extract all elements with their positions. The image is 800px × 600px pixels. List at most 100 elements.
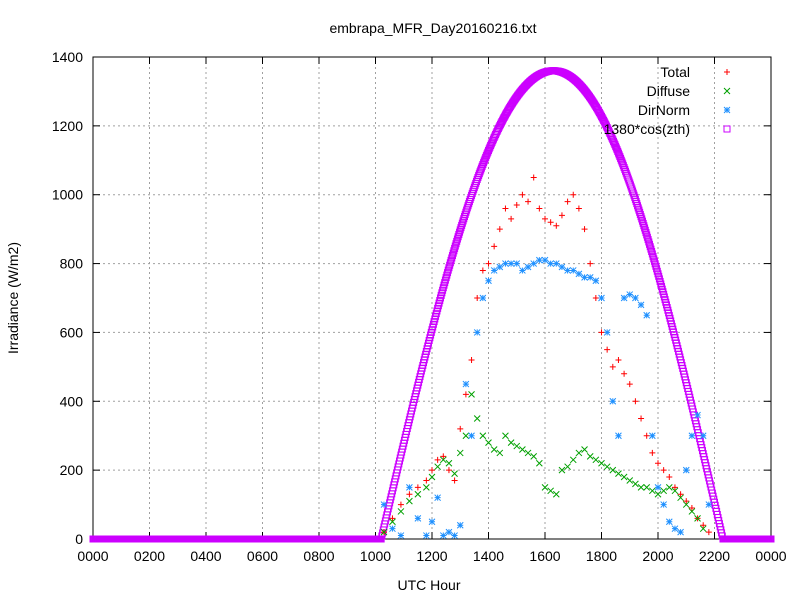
curve-point xyxy=(614,149,622,157)
data-point-cross xyxy=(428,473,436,481)
data-point-plus xyxy=(700,522,707,529)
data-point-plus xyxy=(519,191,526,198)
curve-point xyxy=(635,206,643,214)
data-point-star xyxy=(541,256,549,264)
legend-marker xyxy=(723,125,731,133)
data-point-star xyxy=(705,501,713,508)
curve-point xyxy=(478,162,486,170)
data-point-star xyxy=(558,263,566,271)
data-points xyxy=(89,67,775,543)
data-point-cross xyxy=(620,473,628,481)
data-point-plus xyxy=(451,477,458,484)
curve-point xyxy=(637,213,645,221)
data-point-plus xyxy=(468,356,475,363)
data-point-cross xyxy=(569,456,577,464)
curve-point xyxy=(452,240,460,248)
x-tick-label: 0600 xyxy=(247,548,278,564)
data-point-cross xyxy=(671,487,679,495)
data-point-plus xyxy=(423,477,430,484)
curve-point xyxy=(617,156,625,164)
data-point-cross xyxy=(654,490,662,498)
data-point-cross xyxy=(581,446,588,453)
x-tick-label: 0000 xyxy=(77,548,108,564)
x-tick-label: 1400 xyxy=(473,548,504,564)
data-point-cross xyxy=(586,453,594,460)
curve-point xyxy=(451,242,459,250)
data-point-star xyxy=(688,432,696,440)
data-point-plus xyxy=(609,363,616,370)
curve-point xyxy=(455,230,463,238)
data-point-cross xyxy=(592,456,600,464)
data-point-cross xyxy=(479,432,487,440)
curve-point xyxy=(634,202,642,210)
legend-marker xyxy=(723,106,731,114)
data-point-star xyxy=(581,273,588,281)
curve-point xyxy=(447,256,455,264)
data-point-star xyxy=(694,411,701,419)
data-point-plus xyxy=(479,267,486,274)
data-point-cross xyxy=(490,446,498,453)
y-tick-label: 1400 xyxy=(52,49,83,65)
curve-point xyxy=(451,244,459,252)
data-point-plus xyxy=(536,205,543,212)
curve-point xyxy=(641,224,649,232)
data-point-plus xyxy=(474,295,481,301)
curve-point xyxy=(647,245,655,253)
legend-marker xyxy=(724,69,730,75)
data-point-plus xyxy=(604,346,611,353)
x-tick-label: 2000 xyxy=(642,548,673,564)
data-point-star xyxy=(524,263,532,271)
curve-point xyxy=(445,264,453,272)
data-point-cross xyxy=(507,439,515,446)
data-point-plus xyxy=(677,491,684,498)
data-point-cross xyxy=(535,459,543,467)
data-point-star xyxy=(519,267,526,274)
curve-point xyxy=(646,243,654,251)
data-point-cross xyxy=(632,480,639,488)
data-point-cross xyxy=(434,463,442,471)
data-point-plus xyxy=(632,398,639,405)
data-point-cross xyxy=(643,484,651,491)
data-point-star xyxy=(609,397,617,405)
data-point-cross xyxy=(502,432,509,440)
curve-point xyxy=(638,215,646,223)
data-point-plus xyxy=(570,191,577,198)
data-point-star xyxy=(552,260,560,267)
data-point-plus xyxy=(491,243,498,250)
data-point-cross xyxy=(609,466,617,474)
curve-point xyxy=(444,266,452,274)
data-point-cross xyxy=(688,508,696,515)
data-point-star xyxy=(473,329,481,336)
data-point-cross xyxy=(473,415,481,422)
x-tick-label: 0000 xyxy=(755,548,786,564)
data-point-star xyxy=(598,294,605,302)
curve-point xyxy=(652,262,660,270)
data-point-star xyxy=(615,432,622,440)
x-tick-label: 0400 xyxy=(190,548,221,564)
curve-point xyxy=(645,238,653,246)
data-point-cross xyxy=(637,484,645,491)
data-point-star xyxy=(485,277,492,285)
x-tick-label: 1000 xyxy=(360,548,391,564)
y-tick-label: 1200 xyxy=(52,118,83,134)
curve-point xyxy=(641,226,649,234)
curve-point xyxy=(446,261,454,269)
curve-point xyxy=(458,219,466,227)
data-point-cross xyxy=(694,514,701,522)
data-point-star xyxy=(671,525,679,533)
curve-point xyxy=(454,233,462,241)
y-tick-label: 1000 xyxy=(52,187,83,203)
data-point-cross xyxy=(541,484,549,491)
data-point-plus xyxy=(542,215,548,222)
data-point-cross xyxy=(530,453,538,460)
x-tick-label: 0200 xyxy=(134,548,165,564)
data-point-cross xyxy=(380,528,388,536)
data-point-star xyxy=(643,311,651,319)
legend-label: DirNorm xyxy=(638,102,690,118)
curve-point xyxy=(649,252,657,260)
data-point-star xyxy=(406,484,413,491)
x-tick-label: 1800 xyxy=(586,548,617,564)
data-point-plus xyxy=(643,432,650,439)
curve-point xyxy=(639,219,647,227)
legend-label: Total xyxy=(660,64,690,80)
